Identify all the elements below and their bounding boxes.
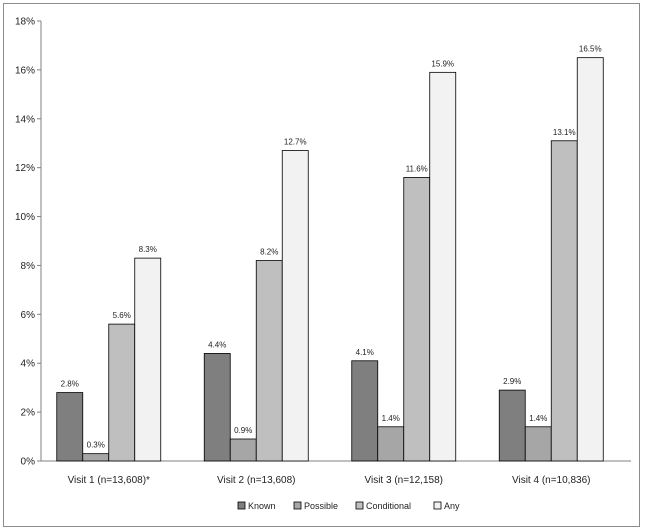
data-label: 4.1% (356, 348, 374, 357)
data-label: 16.5% (579, 45, 602, 54)
category-label: Visit 2 (n=13,608) (217, 475, 295, 486)
legend-label: Any (444, 501, 460, 511)
data-label: 5.6% (113, 311, 131, 320)
bar-any (281, 150, 309, 462)
bar-known (498, 389, 526, 462)
data-label: 8.3% (139, 245, 157, 254)
data-label: 1.4% (382, 414, 400, 423)
y-tick-label: 10% (15, 212, 35, 223)
bar-conditional (550, 140, 578, 462)
data-label: 1.4% (529, 414, 547, 423)
y-tick-label: 18% (15, 17, 35, 28)
legend-label: Known (248, 501, 276, 511)
bar-known (56, 392, 84, 462)
y-tick-label: 8% (21, 261, 36, 272)
category-label: Visit 3 (n=12,158) (365, 475, 443, 486)
legend-swatch-possible (293, 501, 302, 510)
category-label: Visit 4 (n=10,836) (512, 475, 590, 486)
bar-conditional (403, 177, 431, 462)
data-label: 11.6% (406, 164, 428, 173)
bar-possible (82, 453, 110, 462)
legend-swatch-conditional (355, 501, 364, 510)
bar-known (203, 353, 231, 462)
category-label: Visit 1 (n=13,608)* (68, 475, 150, 486)
legend-swatch-known (237, 501, 246, 510)
data-label: 2.8% (61, 380, 79, 389)
data-label: 15.9% (431, 59, 454, 68)
data-label: 2.9% (503, 377, 521, 386)
y-tick-label: 12% (15, 163, 35, 174)
bar-possible (524, 426, 552, 462)
legend-label: Possible (304, 501, 338, 511)
chart-frame: 0% 2% 4% 6% 8% 10% 12% 14% 16% 18% 2.8% 0.3% 5.6% 8.3… (3, 3, 640, 527)
bar-any (576, 57, 604, 462)
y-tick-label: 14% (15, 114, 35, 125)
bar-possible (229, 438, 257, 462)
bar-any (429, 71, 457, 462)
bar-known (351, 360, 379, 462)
bar-chart: 0% 2% 4% 6% 8% 10% 12% 14% 16% 18% 2.8% 0.3% 5.6% 8.3… (15, 17, 631, 511)
data-label: 12.7% (284, 138, 307, 147)
data-label: 13.1% (553, 128, 576, 137)
y-tick-label: 4% (21, 359, 36, 370)
bar-possible (377, 426, 405, 462)
y-tick-label: 16% (15, 65, 35, 76)
legend-label: Conditional (366, 501, 411, 511)
bar-conditional (255, 260, 283, 462)
data-label: 0.3% (87, 441, 105, 450)
data-label: 4.4% (208, 340, 226, 349)
legend-swatch-any (433, 501, 442, 510)
y-tick-label: 0% (21, 457, 36, 468)
bar-any (134, 257, 162, 462)
y-tick-label: 2% (21, 408, 36, 419)
y-tick-label: 6% (21, 310, 36, 321)
data-label: 0.9% (234, 426, 252, 435)
data-label: 8.2% (260, 248, 278, 257)
bar-conditional (108, 323, 136, 462)
